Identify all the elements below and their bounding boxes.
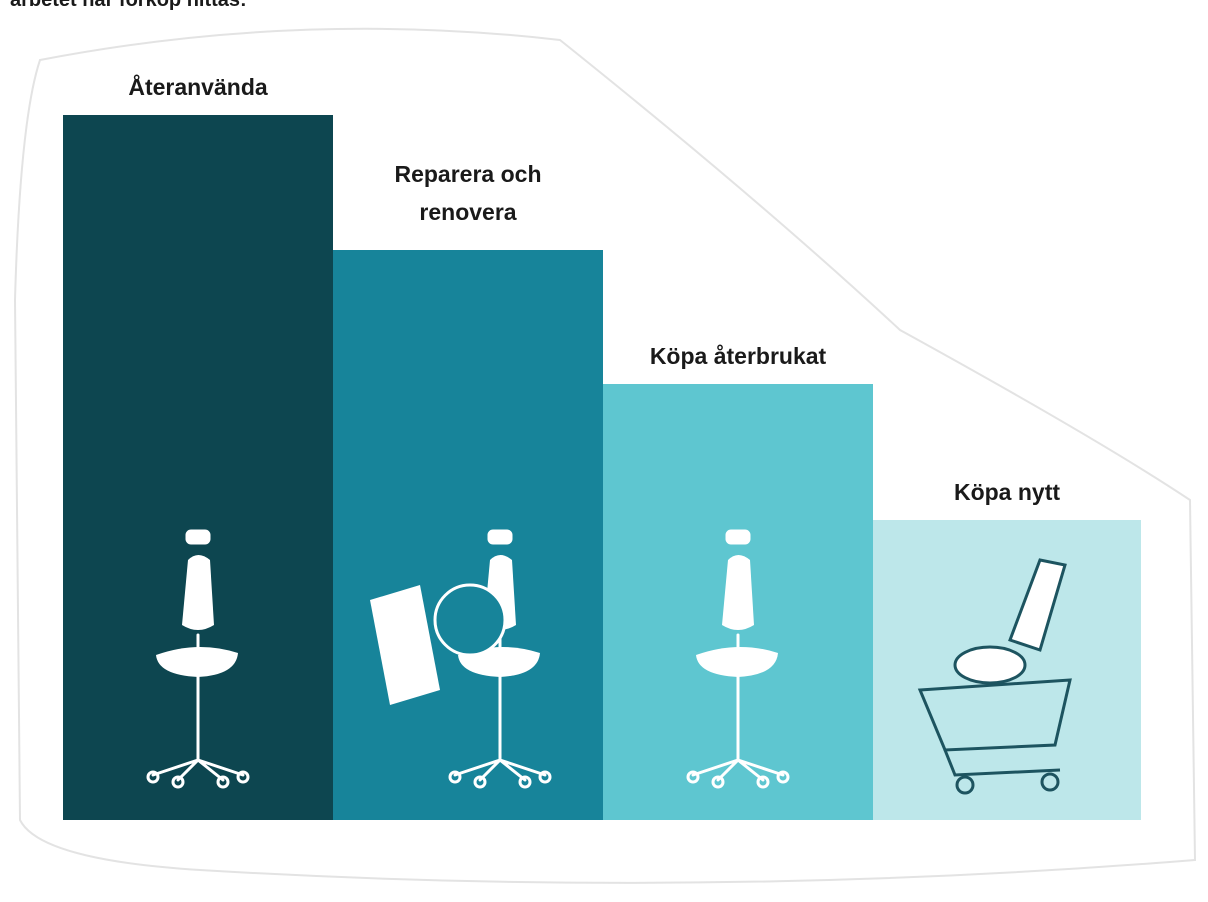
step-label: Återanvända: [128, 73, 268, 100]
step-label: Köpa nytt: [954, 479, 1060, 505]
page: arbetet när förköp hittas: Återanvända Re…: [0, 0, 1208, 897]
step-label: renovera: [419, 199, 516, 225]
cloud: [435, 585, 505, 655]
step-label: Köpa återbrukat: [650, 343, 827, 369]
illustration: arbetet när förköp hittas: Återanvända Re…: [0, 0, 1208, 897]
header-fragment: arbetet när förköp hittas:: [10, 0, 247, 11]
step-label: Reparera och: [394, 161, 541, 187]
step-bar: [333, 250, 603, 820]
